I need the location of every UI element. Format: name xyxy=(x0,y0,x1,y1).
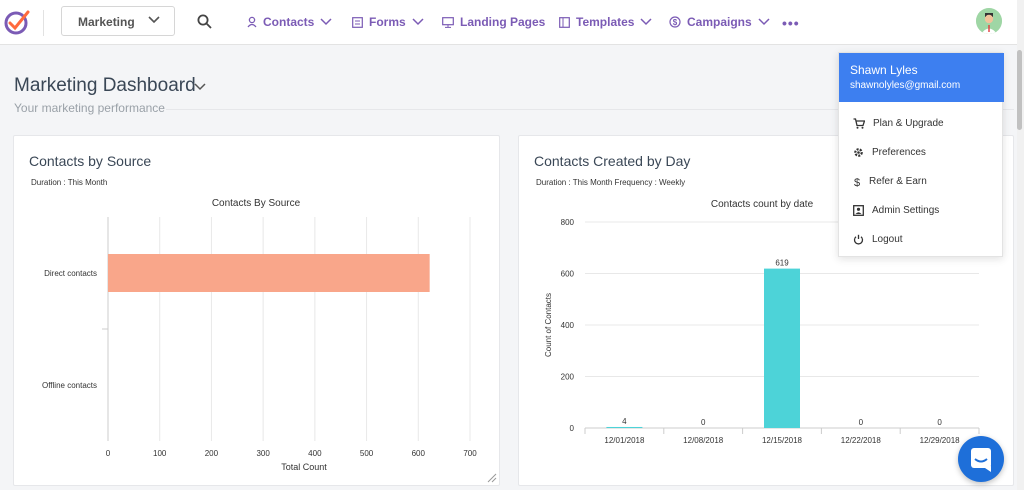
chevron-down-icon xyxy=(412,18,424,26)
template-icon xyxy=(559,16,570,28)
x-tick-label: 0 xyxy=(106,449,111,458)
user-email: shawnolyles@gmail.com xyxy=(850,80,961,91)
chevron-down-icon[interactable] xyxy=(194,83,206,91)
menu-item-label: Logout xyxy=(872,233,903,245)
avatar[interactable] xyxy=(976,8,1002,34)
chevron-down-icon xyxy=(640,18,652,26)
nav-templates-label: Templates xyxy=(576,15,635,29)
svg-text:$: $ xyxy=(673,18,678,27)
y-tick-label: Direct contacts xyxy=(44,269,97,278)
x-tick-label: 500 xyxy=(360,449,374,458)
card-title: Contacts by Source xyxy=(29,153,152,169)
menu-item-label: Preferences xyxy=(872,146,926,158)
user-menu: Shawn Lyles shawnolyles@gmail.com Plan &… xyxy=(838,52,1004,257)
x-tick-label: 200 xyxy=(205,449,219,458)
x-tick-label: 12/08/2018 xyxy=(683,436,724,445)
contacts-by-day-card: Contacts Created by Day Duration : This … xyxy=(518,135,1014,486)
search-icon[interactable] xyxy=(197,14,212,29)
scrollbar-thumb[interactable] xyxy=(1017,50,1022,130)
header-divider xyxy=(14,109,1014,110)
contacts-by-day-chart: Contacts count by date 0 200 400 600 800 4 12/0… xyxy=(544,199,980,445)
x-tick-label: 100 xyxy=(153,449,167,458)
divider xyxy=(43,10,44,36)
chart-title: Contacts count by date xyxy=(711,199,814,210)
nav-forms-label: Forms xyxy=(369,15,406,29)
nav-contacts[interactable]: Contacts xyxy=(247,14,332,30)
y-tick-label: 0 xyxy=(570,424,575,433)
svg-text:$: $ xyxy=(854,177,860,187)
x-tick-label: 600 xyxy=(412,449,426,458)
menu-item-preferences[interactable]: Preferences xyxy=(853,145,926,159)
resize-handle-icon[interactable] xyxy=(485,471,497,483)
data-label: 619 xyxy=(775,259,789,268)
data-label: 0 xyxy=(859,418,864,427)
nav-campaigns[interactable]: $ Campaigns xyxy=(669,14,770,30)
y-tick-label: 400 xyxy=(561,321,575,330)
form-icon xyxy=(352,16,363,28)
chevron-down-icon xyxy=(320,18,332,26)
bar xyxy=(764,268,800,428)
app-selector-label: Marketing xyxy=(78,15,135,29)
bar xyxy=(108,254,430,292)
chevron-down-icon xyxy=(758,18,770,26)
card-title: Contacts Created by Day xyxy=(534,153,691,169)
nav-landing-pages[interactable]: Landing Pages xyxy=(442,14,545,30)
logo-icon[interactable] xyxy=(4,9,30,35)
data-label: 4 xyxy=(622,417,627,426)
monitor-icon xyxy=(442,16,454,28)
data-label: 0 xyxy=(701,418,706,427)
menu-item-label: Plan & Upgrade xyxy=(873,117,944,129)
x-tick-label: 12/29/2018 xyxy=(920,436,961,445)
y-axis-label: Count of Contacts xyxy=(544,293,553,357)
x-tick-label: 300 xyxy=(256,449,270,458)
nav-contacts-label: Contacts xyxy=(263,15,315,29)
nav-forms[interactable]: Forms xyxy=(352,14,424,30)
y-tick-label: Offline contacts xyxy=(42,381,97,390)
contacts-by-source-chart: Contacts By Source 0 100 200 300 400 500 600 700… xyxy=(42,198,477,472)
x-axis-label: Total Count xyxy=(281,462,327,472)
contacts-by-source-card: Contacts by Source Duration : This Month… xyxy=(13,135,500,486)
x-tick-label: 12/15/2018 xyxy=(762,436,803,445)
x-tick-label: 700 xyxy=(463,449,477,458)
menu-item-admin-settings[interactable]: Admin Settings xyxy=(853,203,939,217)
chat-button[interactable] xyxy=(958,436,1004,482)
gear-icon xyxy=(854,147,863,157)
user-menu-header: Shawn Lyles shawnolyles@gmail.com xyxy=(839,53,1004,102)
nav-templates[interactable]: Templates xyxy=(559,14,652,30)
campaign-icon: $ xyxy=(669,16,681,28)
nav-landing-pages-label: Landing Pages xyxy=(460,15,546,29)
menu-item-label: Refer & Earn xyxy=(869,175,927,187)
y-tick-label: 600 xyxy=(561,270,575,279)
x-tick-label: 12/22/2018 xyxy=(841,436,882,445)
chat-icon xyxy=(971,448,991,472)
page-title: Marketing Dashboard xyxy=(14,75,196,96)
top-navbar: Marketing Contacts Forms Landing Pages T… xyxy=(0,0,1024,45)
y-tick-label: 800 xyxy=(561,218,575,227)
menu-item-refer-earn[interactable]: $ Refer & Earn xyxy=(853,174,927,188)
dollar-icon: $ xyxy=(854,177,860,187)
x-tick-label: 400 xyxy=(308,449,322,458)
admin-icon xyxy=(853,204,864,216)
menu-item-label: Admin Settings xyxy=(872,204,940,216)
nav-campaigns-label: Campaigns xyxy=(687,15,752,29)
page-scrollbar[interactable] xyxy=(1017,0,1024,490)
cart-icon xyxy=(853,117,865,129)
user-icon xyxy=(247,16,257,28)
menu-item-logout[interactable]: Logout xyxy=(853,232,903,246)
menu-item-plan-upgrade[interactable]: Plan & Upgrade xyxy=(853,116,944,130)
x-tick-label: 12/01/2018 xyxy=(604,436,645,445)
more-menu-button[interactable]: ••• xyxy=(782,15,800,31)
bar xyxy=(606,426,643,428)
card-duration: Duration : This Month xyxy=(31,178,108,187)
data-label: 0 xyxy=(937,418,942,427)
page-subtitle: Your marketing performance xyxy=(14,101,165,115)
user-name: Shawn Lyles xyxy=(850,63,918,77)
app-selector-dropdown[interactable]: Marketing xyxy=(61,6,175,36)
card-duration: Duration : This Month Frequency : Weekly xyxy=(536,178,686,187)
user-avatar-icon xyxy=(976,8,1002,34)
chevron-down-icon xyxy=(148,16,160,24)
chart-title: Contacts By Source xyxy=(212,198,301,209)
y-tick-label: 200 xyxy=(561,373,575,382)
power-icon xyxy=(853,234,864,245)
